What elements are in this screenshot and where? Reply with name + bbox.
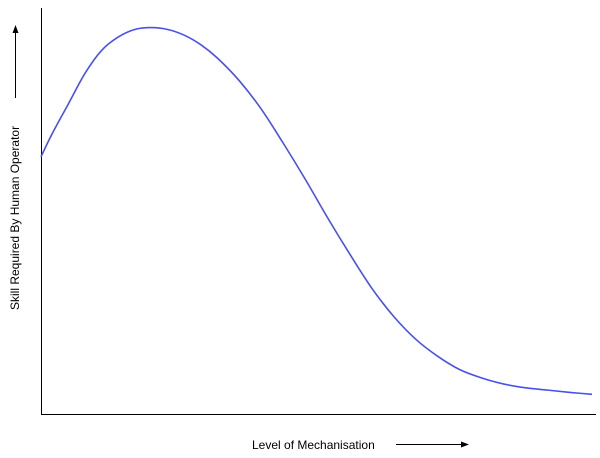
y-axis-label: Skill Required By Human Operator — [8, 126, 22, 310]
x-axis-arrow — [396, 441, 469, 448]
x-axis-label: Level of Mechanisation — [252, 438, 375, 452]
y-axis-arrow — [12, 25, 19, 98]
series-line — [40, 26, 593, 396]
